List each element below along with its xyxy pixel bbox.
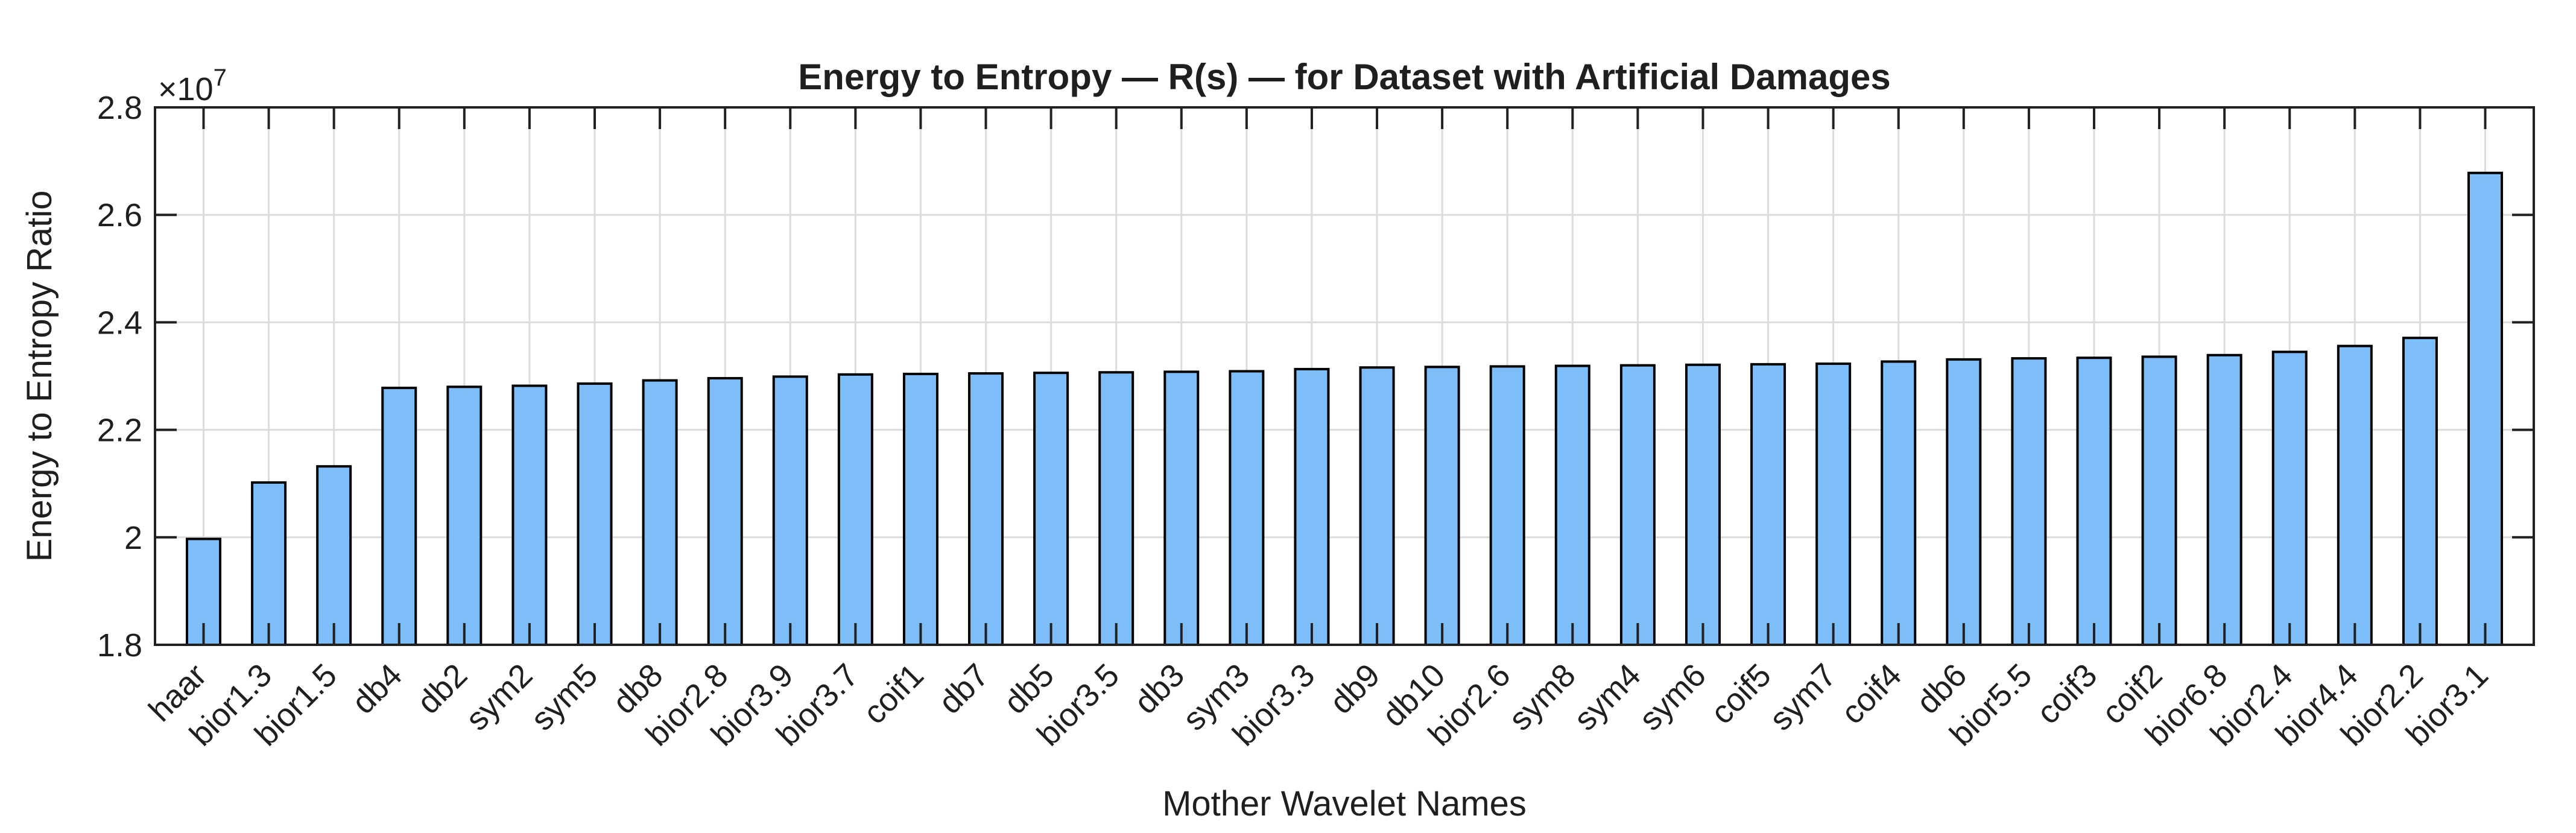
bar: [1489, 365, 1525, 646]
bar: [707, 377, 743, 647]
bar: [1424, 366, 1460, 647]
bar: [511, 384, 548, 647]
bar: [1229, 370, 1265, 647]
bar: [577, 382, 613, 646]
x-tick-label: sym6: [1632, 657, 1713, 738]
bar: [2076, 356, 2112, 646]
bar: [1554, 364, 1590, 646]
bar: [2467, 171, 2503, 646]
bar: [446, 385, 483, 646]
bar: [2011, 357, 2047, 646]
x-tick-label: sym8: [1502, 657, 1583, 738]
bar: [902, 372, 938, 646]
bar: [1881, 360, 1917, 646]
bar: [2337, 344, 2373, 646]
bar: [251, 481, 287, 647]
y-tick-label: 1.8: [97, 627, 142, 664]
bar: [1685, 363, 1721, 646]
y-tick-label: 2: [124, 520, 142, 556]
bar: [1033, 372, 1069, 646]
plot-box: [154, 106, 2535, 646]
bar: [2271, 350, 2308, 647]
x-tick-label: db4: [345, 657, 409, 721]
y-tick-label: 2.4: [97, 305, 142, 341]
x-tick-label: db9: [1323, 657, 1387, 721]
bar: [1750, 363, 1786, 646]
bar: [1619, 364, 1656, 646]
x-tick-label: sym4: [1567, 657, 1648, 738]
bar: [642, 379, 678, 646]
bar: [1163, 370, 1200, 646]
bar: [1359, 366, 1395, 647]
x-tick-label: coif3: [2030, 657, 2104, 731]
bar: [2206, 353, 2242, 646]
bar: [968, 372, 1004, 646]
y-tick-label: 2.2: [97, 413, 142, 449]
x-tick-label: coif4: [1834, 657, 1908, 731]
x-tick-label: sym2: [459, 657, 540, 738]
y-axis-exponent: ×107: [158, 65, 227, 107]
bar: [1098, 371, 1135, 646]
x-tick-label: sym7: [1762, 657, 1843, 738]
bar: [2402, 337, 2438, 646]
x-tick-label: coif1: [856, 657, 931, 731]
bar: [381, 387, 417, 646]
y-axis-label: Energy to Entropy Ratio: [20, 191, 59, 562]
bar: [1815, 363, 1852, 647]
bar: [837, 373, 873, 647]
bar: [2141, 355, 2177, 646]
y-tick-label: 2.8: [97, 90, 142, 126]
x-tick-label: coif5: [1704, 657, 1778, 731]
bar: [1294, 367, 1330, 646]
bar: [1946, 358, 1982, 647]
chart-title: Energy to Entropy — R(s) — for Dataset w…: [798, 57, 1890, 97]
bar: [772, 375, 808, 646]
bar: [316, 465, 352, 646]
x-axis-label: Mother Wavelet Names: [1162, 784, 1527, 823]
x-tick-label: sym5: [524, 657, 605, 738]
y-tick-label: 2.6: [97, 197, 142, 233]
x-tick-label: db7: [932, 657, 996, 721]
